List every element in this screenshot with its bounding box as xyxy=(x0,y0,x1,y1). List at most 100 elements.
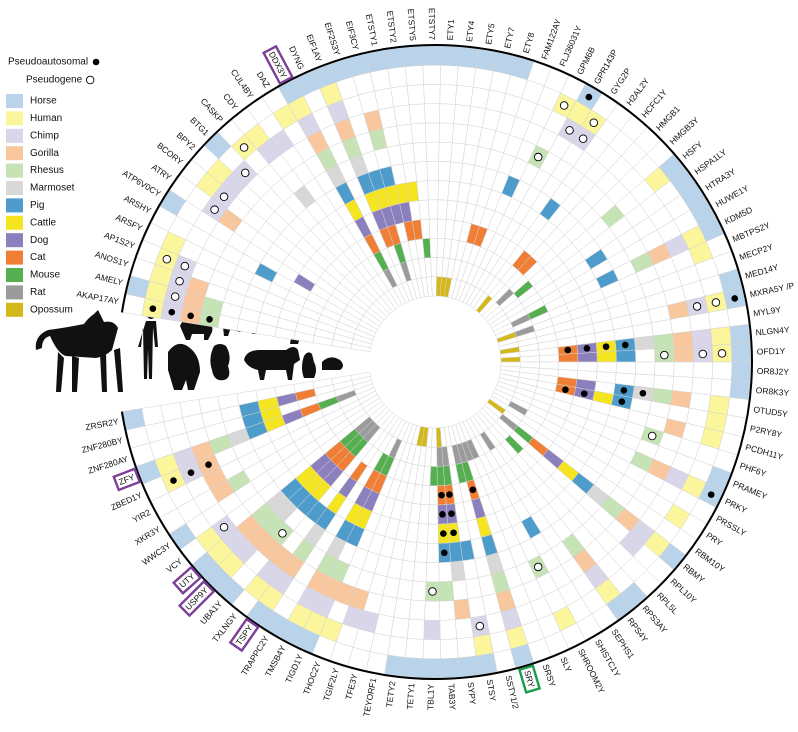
heatmap-cell xyxy=(615,361,636,375)
gene-label: PRKY xyxy=(723,496,748,515)
gene-label: AMELY xyxy=(94,271,124,288)
heatmap-cell xyxy=(729,324,751,345)
gene-label: TEYORF1 xyxy=(361,677,378,718)
heatmap-cell xyxy=(472,633,494,657)
gene-label: OTUD5Y xyxy=(753,404,789,419)
heatmap-cell xyxy=(406,84,425,106)
heatmap-cell xyxy=(634,348,656,363)
heatmap-cell xyxy=(438,122,455,144)
heatmap-cell xyxy=(633,335,655,351)
heatmap-cell xyxy=(691,328,713,347)
pseudoautosomal-marker xyxy=(187,469,195,476)
gene-label: TGIF2LY xyxy=(321,667,341,703)
gene-label: BTG1 xyxy=(188,115,211,138)
heatmap-cell xyxy=(615,349,636,363)
heatmap-cell xyxy=(404,637,424,659)
legend-swatch xyxy=(6,111,23,126)
pseudoautosomal-marker xyxy=(440,549,448,557)
pseudogene-marker xyxy=(559,101,569,110)
pseudogene-marker xyxy=(589,118,599,127)
heatmap-cell xyxy=(439,619,458,640)
heatmap-cell xyxy=(691,377,713,396)
gene-label: SSTY1/2 xyxy=(504,674,521,710)
heatmap-cell xyxy=(500,356,521,363)
pseudogene-marker xyxy=(660,350,669,360)
gene-label: SLY xyxy=(559,655,574,673)
heatmap-cell xyxy=(396,123,414,146)
heatmap-cell xyxy=(439,84,458,105)
pseudogene-marker xyxy=(711,298,721,307)
heatmap-cell xyxy=(456,65,477,88)
gene-label: ZRSR2Y xyxy=(85,416,120,432)
heatmap-cell xyxy=(387,635,408,658)
gene-label: ARSHY xyxy=(122,193,153,216)
heatmap-cell xyxy=(403,656,424,678)
cattle-icon xyxy=(244,347,300,380)
pseudogene-marker xyxy=(180,261,190,271)
gene-label: MBTPS2Y xyxy=(731,220,772,244)
pseudoautosomal-marker xyxy=(585,93,593,101)
gene-label: NLGN4Y xyxy=(755,324,790,337)
heatmap-cell xyxy=(439,65,459,86)
heatmap-cell xyxy=(425,141,440,162)
heatmap-cell xyxy=(577,352,598,363)
gene-label: ETSTY2 xyxy=(385,10,399,43)
heatmap-cell xyxy=(475,652,498,676)
heatmap-cell xyxy=(710,378,732,398)
heatmap-cell xyxy=(634,361,656,376)
heatmap-cell xyxy=(384,654,406,677)
pseudogene-marker xyxy=(241,168,250,178)
pseudoautosomal-marker xyxy=(469,486,477,494)
gene-label: PCDH11Y xyxy=(744,442,784,462)
pseudoautosomal-marker xyxy=(639,389,647,397)
heatmap-cell xyxy=(404,65,424,87)
legend-label: Mouse xyxy=(30,270,60,281)
gene-label: ZBED1Y xyxy=(109,490,144,513)
pseudogene-marker xyxy=(210,205,219,214)
heatmap-cell xyxy=(421,658,442,679)
pseudogene-marker xyxy=(278,529,287,538)
heatmap-cell xyxy=(688,312,711,332)
pseudoautosomal-marker xyxy=(168,308,176,316)
heatmap-cell xyxy=(438,161,452,182)
heatmap-cell xyxy=(424,600,441,621)
gene-label: OR8K3Y xyxy=(755,385,790,398)
heatmap-cell xyxy=(406,618,425,640)
heatmap-cell xyxy=(673,361,694,378)
heatmap-cell xyxy=(122,408,146,431)
heatmap-cell xyxy=(423,84,441,105)
heatmap-cell xyxy=(422,64,441,85)
heatmap-cell xyxy=(440,45,461,67)
heatmap-cells xyxy=(122,45,752,679)
gene-label: TIGD1Y xyxy=(283,652,305,684)
heatmap-cell xyxy=(428,504,439,525)
heatmap-cell xyxy=(428,218,438,239)
heatmap-cell xyxy=(427,523,439,544)
heatmap-cell xyxy=(420,218,431,240)
legend-swatch xyxy=(6,128,23,143)
gene-label: EIF1AY xyxy=(305,33,325,64)
human-icon xyxy=(138,321,158,379)
legend-swatch xyxy=(6,181,23,195)
pseudogene-marker xyxy=(428,587,437,596)
heatmap-cell xyxy=(439,103,456,124)
legend-swatch xyxy=(6,233,23,248)
heatmap-cell xyxy=(430,446,438,467)
legend-label: Pig xyxy=(30,200,44,211)
heatmap-cell xyxy=(726,397,750,419)
legend-swatch xyxy=(6,215,23,230)
heatmap-cell xyxy=(412,561,428,582)
gene-label: UTY xyxy=(177,571,197,590)
heatmap-cell xyxy=(410,122,427,144)
gene-label: MYL9Y xyxy=(753,304,782,318)
gene-label: ETY4 xyxy=(464,20,476,42)
legend-label: Gorilla xyxy=(30,148,59,159)
gene-label: MECP2Y xyxy=(738,241,775,262)
gene-label: RPS4Y xyxy=(625,616,650,645)
heatmap-cell xyxy=(596,361,617,374)
pseudogene-marker xyxy=(85,75,95,85)
pseudogene-marker xyxy=(647,431,657,441)
pseudoautosomal-marker xyxy=(580,390,588,397)
